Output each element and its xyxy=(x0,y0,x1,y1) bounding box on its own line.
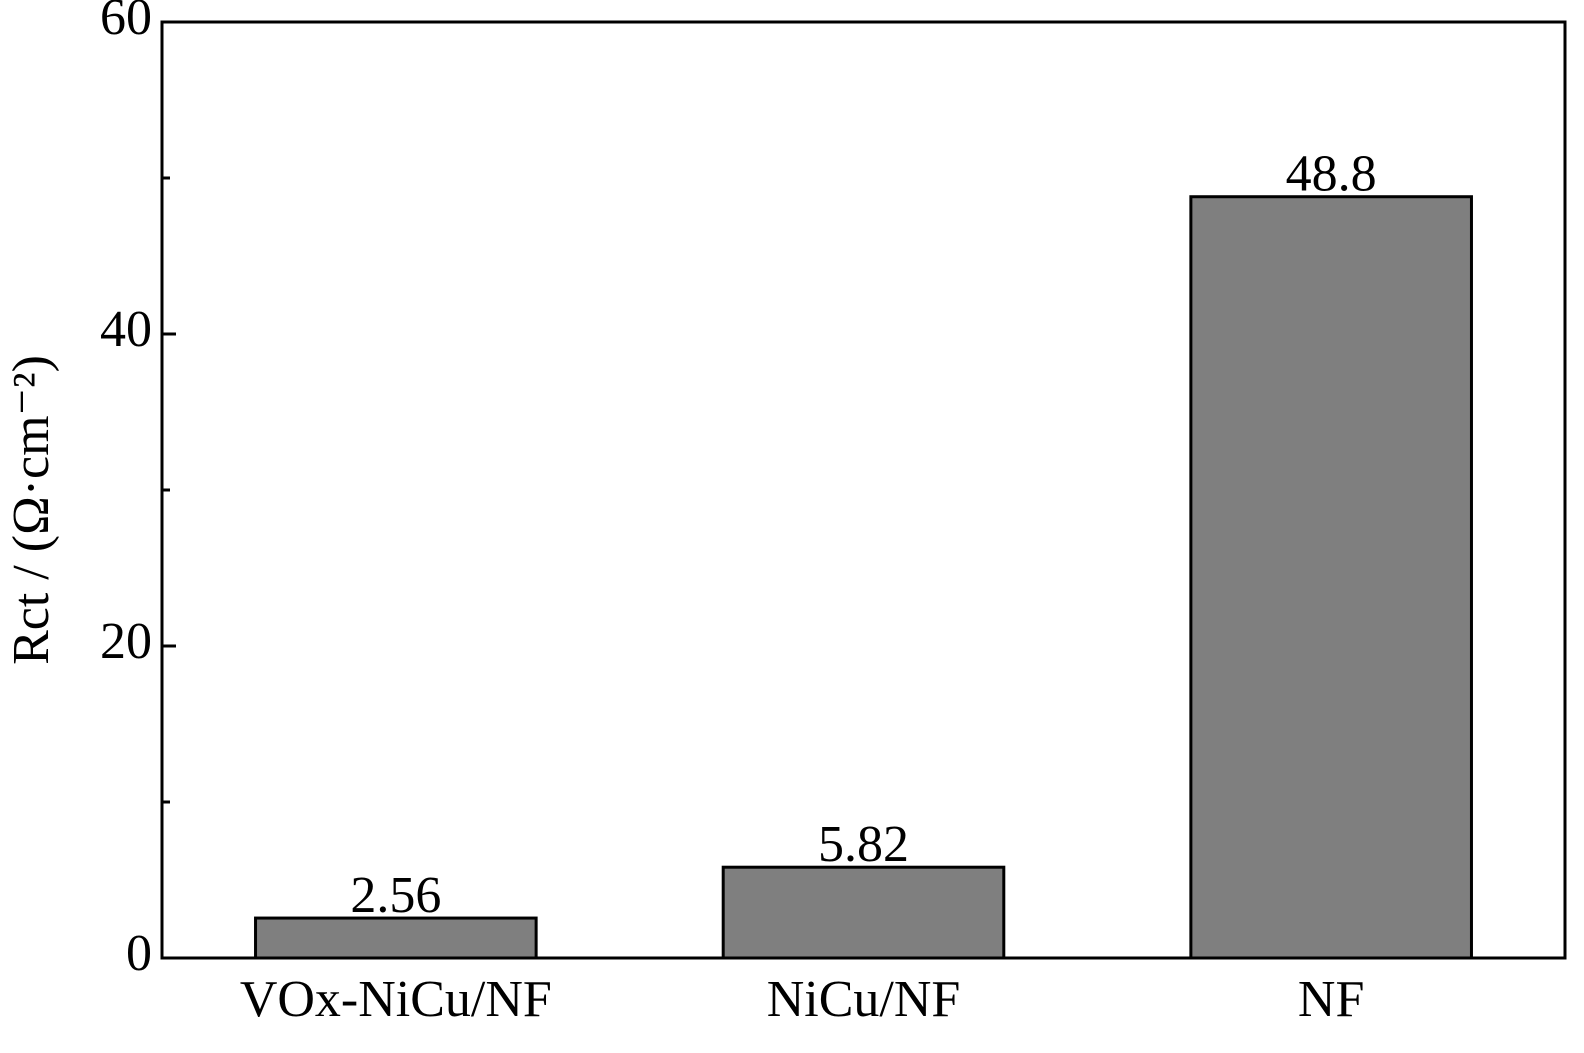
y-tick-label: 40 xyxy=(100,301,152,358)
y-axis-label: Rct / (Ω·cm⁻²) xyxy=(3,355,60,665)
plot-frame xyxy=(160,20,1567,960)
y-tick-label: 60 xyxy=(100,0,152,46)
value-label: 5.82 xyxy=(818,816,909,873)
y-tick-label: 0 xyxy=(126,925,152,982)
x-tick-label: NiCu/NF xyxy=(767,971,961,1028)
x-tick-label: NF xyxy=(1298,971,1364,1028)
x-tick-label: VOx-NiCu/NF xyxy=(240,971,552,1028)
value-label: 2.56 xyxy=(350,867,441,924)
value-label: 48.8 xyxy=(1286,146,1377,203)
y-tick-label: 20 xyxy=(100,613,152,670)
bar xyxy=(721,865,1006,960)
bar xyxy=(1189,195,1473,960)
